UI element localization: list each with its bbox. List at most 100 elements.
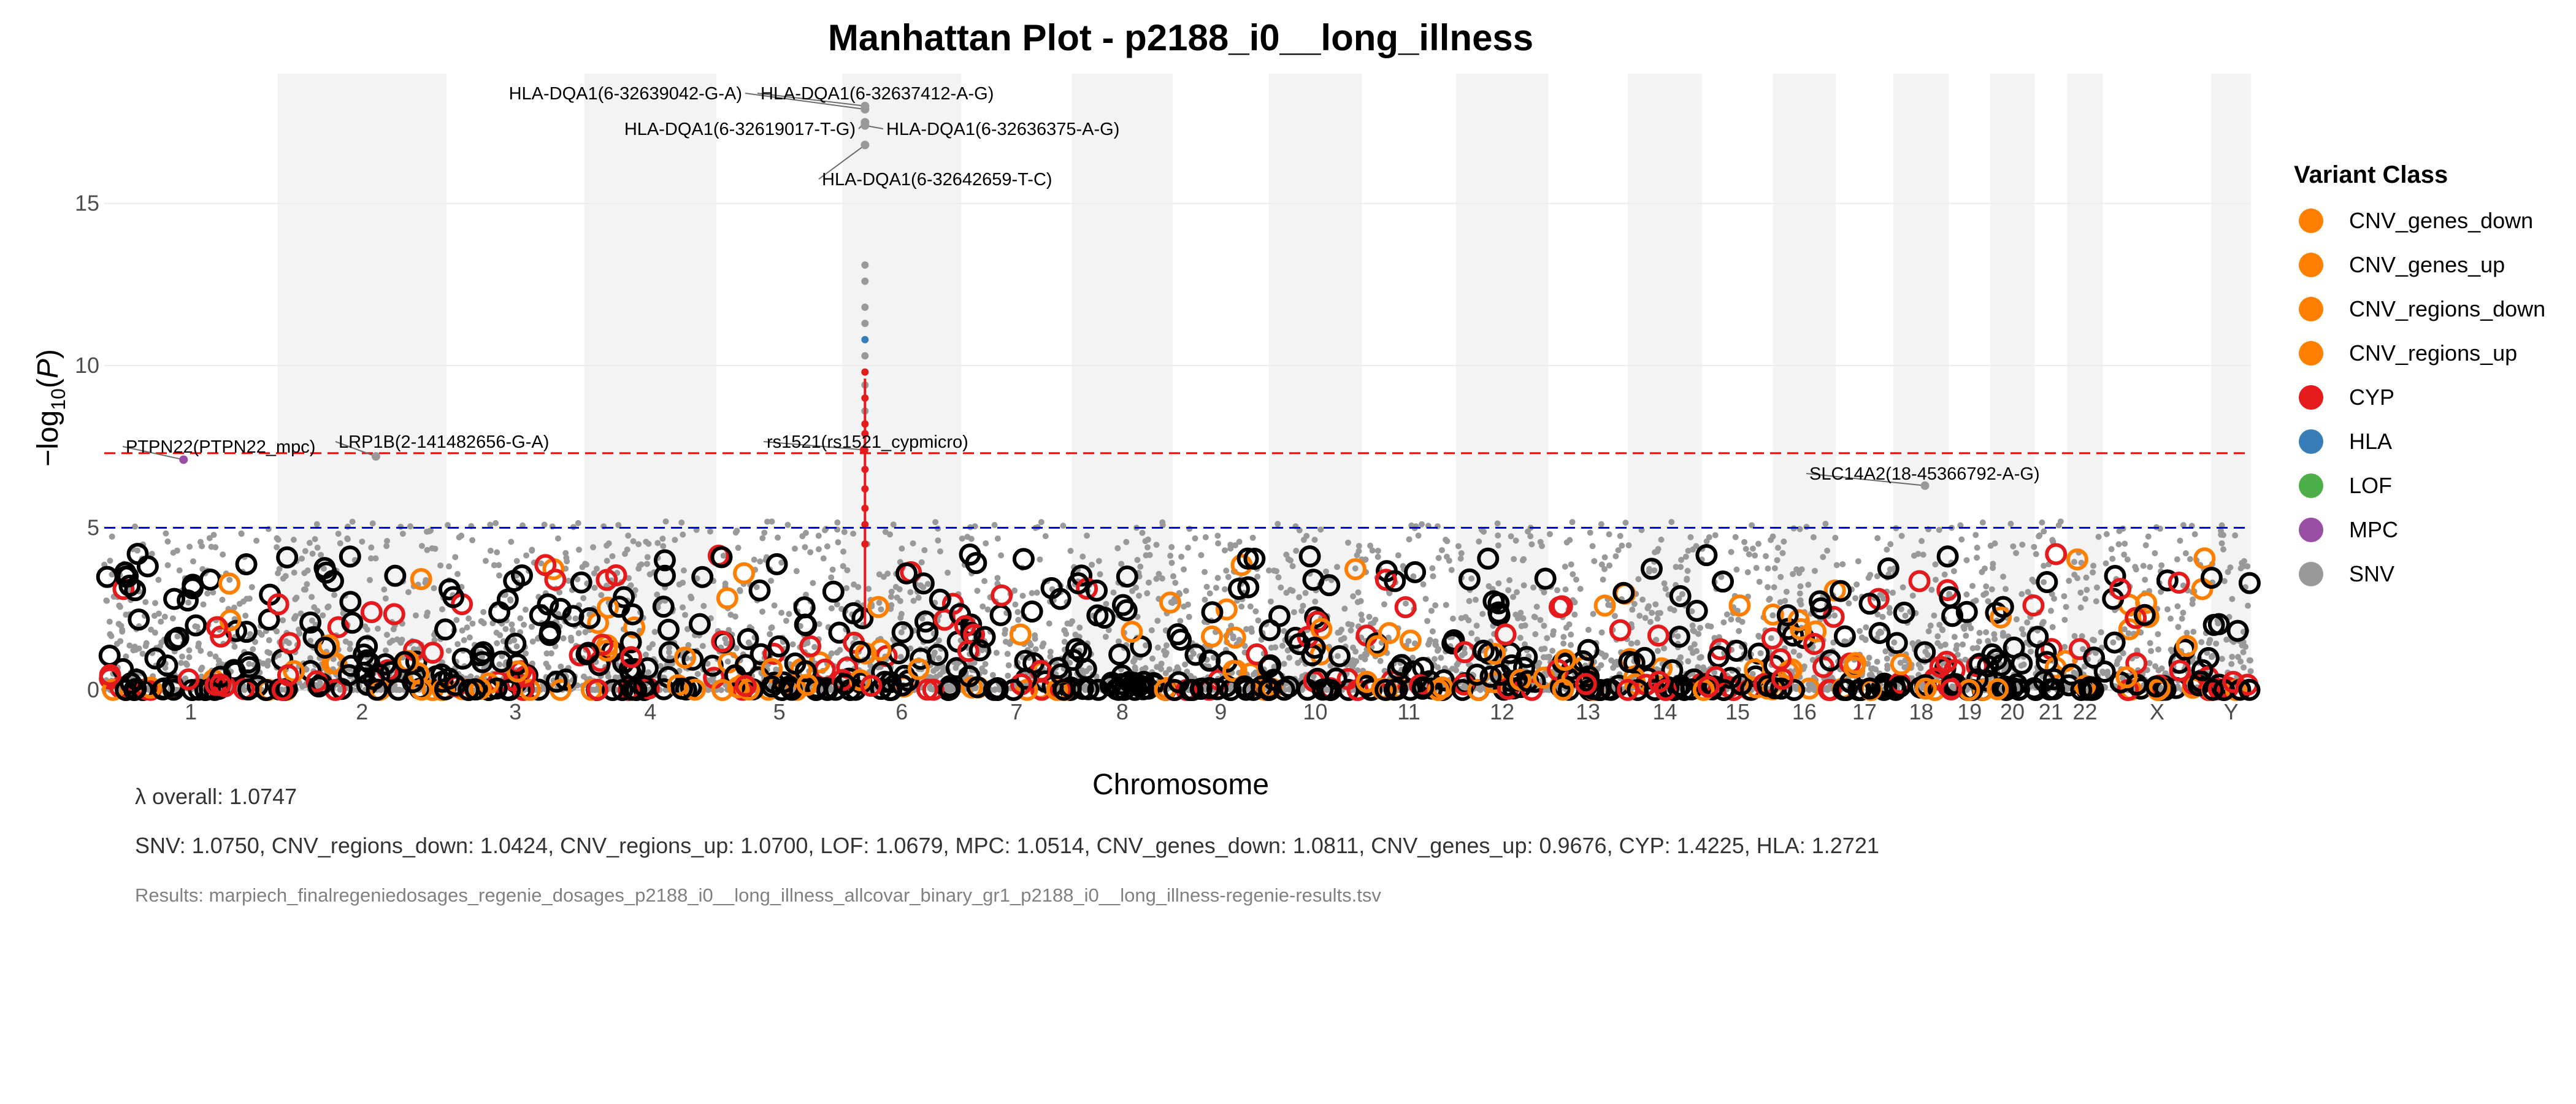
snv-point	[1317, 526, 1324, 533]
snv-point	[1674, 633, 1681, 640]
cnv-ring-point	[384, 564, 407, 587]
cnv-ring-point	[340, 654, 362, 677]
snv-point	[878, 606, 884, 613]
snv-point	[207, 651, 213, 657]
snv-point	[148, 626, 155, 633]
snv-point	[1661, 645, 1668, 652]
cnv-ring-point	[1981, 643, 2004, 666]
cnv-ring-point	[2238, 678, 2261, 701]
snv-point	[1167, 553, 1174, 559]
snv-point	[1954, 651, 1961, 658]
snv-point	[199, 664, 205, 671]
cnv-ring-point	[1833, 625, 1856, 648]
legend-key	[2299, 385, 2323, 410]
cnv-ring-point	[734, 654, 757, 677]
snv-point	[1512, 537, 1519, 544]
snv-point	[1143, 552, 1149, 559]
cnv-ring-point	[394, 651, 416, 673]
snv-point	[186, 654, 193, 661]
snv-point	[1612, 553, 1619, 559]
snv-point	[2041, 528, 2047, 535]
cnv-ring-point	[734, 675, 757, 697]
cnv-ring-point	[1609, 619, 1631, 642]
snv-point	[1568, 631, 1574, 638]
snv-point	[1227, 542, 1234, 548]
snv-point	[286, 640, 293, 646]
cnv-ring-point	[2103, 631, 2126, 654]
snv-point	[494, 549, 500, 556]
snv-point	[1874, 659, 1880, 665]
snv-point	[103, 597, 110, 604]
snv-point	[1347, 627, 1354, 634]
snv-point	[1768, 635, 1774, 642]
cnv-ring-point	[767, 635, 790, 657]
cnv-ring-point	[1633, 646, 1656, 669]
snv-point	[1874, 573, 1880, 580]
snv-point	[1629, 607, 1636, 613]
snv-point	[1300, 537, 1307, 543]
snv-point	[1549, 631, 1556, 638]
snv-point	[1285, 556, 1292, 562]
cnv-ring-point	[834, 673, 856, 696]
cnv-ring-point	[1040, 577, 1063, 599]
snv-point	[309, 550, 316, 557]
snv-point	[1172, 580, 1179, 586]
cnv-ring-point	[1936, 545, 1959, 568]
cnv-ring-point	[1298, 545, 1321, 568]
y-tick-label: 10	[75, 353, 99, 378]
snv-point	[1312, 598, 1319, 605]
snv-point	[1763, 553, 1769, 559]
cnv-ring-point	[1551, 595, 1573, 618]
snv-point	[142, 643, 149, 650]
cnv-ring-point	[1929, 656, 1952, 678]
cnv-ring-point	[1233, 675, 1256, 698]
cnv-ring-point	[1200, 625, 1223, 648]
snv-point	[325, 603, 332, 610]
snv-point	[320, 612, 326, 619]
snv-point	[1214, 575, 1221, 581]
snv-point	[1587, 529, 1593, 536]
snv-point	[113, 640, 120, 647]
top-hit-point	[1920, 481, 1930, 490]
snv-point	[1652, 601, 1659, 608]
snv-point	[1115, 638, 1122, 645]
cnv-ring-point	[2145, 675, 2168, 698]
snv-point	[178, 659, 185, 666]
snv-point	[344, 536, 351, 543]
snv-point	[876, 599, 883, 606]
snv-point	[769, 624, 775, 631]
snv-point	[2168, 615, 2174, 622]
snv-point	[2235, 654, 2242, 661]
cnv-ring-point	[1230, 554, 1253, 577]
snv-point	[452, 554, 459, 561]
cnv-ring-point	[1668, 626, 1690, 648]
cnv-ring-point	[235, 621, 258, 643]
snv-point	[562, 550, 569, 556]
snv-point	[1540, 654, 1547, 661]
snv-point	[1887, 541, 1894, 548]
snv-point	[493, 519, 499, 526]
cnv-ring-point	[711, 630, 734, 653]
snv-point	[1079, 667, 1086, 673]
snv-point	[2187, 556, 2193, 562]
snv-point	[855, 584, 862, 591]
cnv-ring-point	[1273, 678, 1295, 701]
snv-point	[1950, 568, 1957, 575]
snv-point	[548, 650, 554, 657]
data-points	[96, 261, 2261, 701]
snv-point	[314, 544, 321, 551]
snv-point	[2213, 640, 2220, 647]
snv-point	[910, 597, 917, 604]
cnv-ring-point	[258, 608, 280, 631]
cnv-ring-point	[1574, 673, 1597, 696]
snv-point	[1186, 526, 1193, 532]
snv-point	[1221, 547, 1228, 554]
top-hit-label: HLA-DQA1(6-32619017-T-G)	[624, 120, 856, 139]
snv-point	[1522, 622, 1528, 629]
cnv-ring-point	[534, 554, 557, 577]
snv-point	[1184, 669, 1190, 675]
snv-point	[1999, 630, 2006, 637]
snv-point	[318, 551, 324, 558]
snv-point	[369, 520, 376, 527]
snv-point	[1976, 638, 1982, 645]
